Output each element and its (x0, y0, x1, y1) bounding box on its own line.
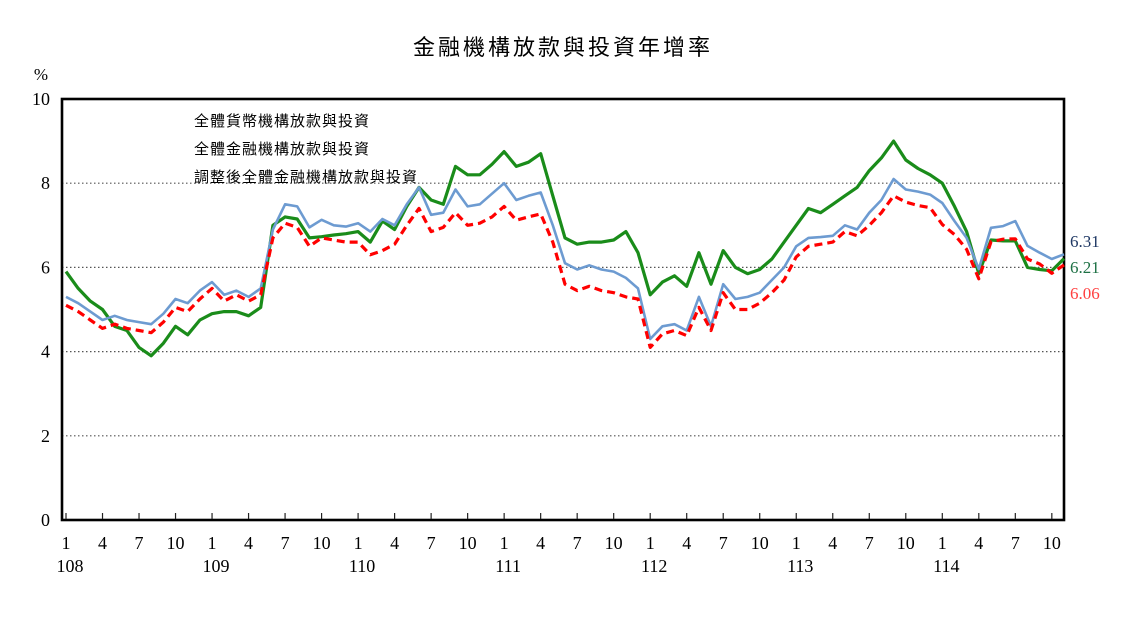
x-year-label: 111 (495, 556, 521, 576)
plot-border (60, 97, 1066, 522)
legend-item-financial: 全體金融機構放款與投資 (138, 134, 418, 162)
y-tick-label: 2 (41, 426, 50, 446)
series-line-adjusted-financial-institutions (65, 194, 1065, 349)
x-month-label: 4 (682, 533, 691, 553)
x-month-label: 10 (313, 533, 331, 553)
end-value-monetary: 6.21 (1070, 258, 1100, 277)
x-month-label: 1 (62, 533, 71, 553)
y-tick-label: 10 (32, 89, 50, 109)
legend-label: 調整後全體金融機構放款與投資 (194, 169, 419, 186)
x-month-label: 10 (605, 533, 623, 553)
y-tick-label: 8 (41, 173, 50, 193)
x-month-label: 10 (459, 533, 477, 553)
end-value-financial: 6.31 (1070, 232, 1100, 251)
x-month-label: 1 (938, 533, 947, 553)
y-tick-label: 6 (41, 257, 50, 277)
x-month-label: 10 (751, 533, 769, 553)
x-month-label: 1 (500, 533, 509, 553)
x-month-label: 10 (1043, 533, 1061, 553)
x-month-label: 4 (390, 533, 399, 553)
chart-title: 金融機構放款與投資年增率 (412, 35, 713, 60)
x-month-label: 7 (1011, 533, 1020, 553)
x-month-label: 4 (244, 533, 253, 553)
x-month-label: 4 (828, 533, 837, 553)
x-month-label: 7 (719, 533, 728, 553)
y-tick-label: 4 (41, 342, 50, 362)
legend: 全體貨幣機構放款與投資 全體金融機構放款與投資 調整後全體金融機構放款與投資 (138, 106, 418, 190)
y-axis-unit: % (34, 65, 48, 84)
x-month-label: 1 (792, 533, 801, 553)
x-month-label: 1 (646, 533, 655, 553)
series-line-financial-institutions (65, 177, 1065, 341)
x-year-label: 114 (933, 556, 959, 576)
x-month-label: 4 (98, 533, 107, 553)
x-year-label: 108 (57, 556, 84, 576)
x-year-label: 113 (787, 556, 813, 576)
legend-item-adjusted: 調整後全體金融機構放款與投資 (138, 162, 418, 190)
x-month-label: 4 (974, 533, 983, 553)
x-month-label: 7 (427, 533, 436, 553)
x-month-label: 4 (536, 533, 545, 553)
x-month-label: 10 (897, 533, 915, 553)
end-value-adjusted: 6.06 (1070, 284, 1100, 303)
legend-item-monetary: 全體貨幣機構放款與投資 (138, 106, 418, 134)
x-month-label: 7 (573, 533, 582, 553)
x-month-label: 7 (135, 533, 144, 553)
x-year-label: 109 (203, 556, 230, 576)
x-year-label: 110 (349, 556, 375, 576)
series-line-monetary-institutions (64, 139, 1066, 358)
legend-label: 全體貨幣機構放款與投資 (194, 113, 371, 130)
x-month-label: 10 (167, 533, 185, 553)
x-month-label: 7 (865, 533, 874, 553)
x-month-label: 1 (354, 533, 363, 553)
legend-label: 全體金融機構放款與投資 (194, 141, 371, 158)
x-month-label: 7 (281, 533, 290, 553)
y-tick-label: 0 (41, 510, 50, 530)
x-month-label: 1 (208, 533, 217, 553)
x-year-label: 112 (641, 556, 667, 576)
